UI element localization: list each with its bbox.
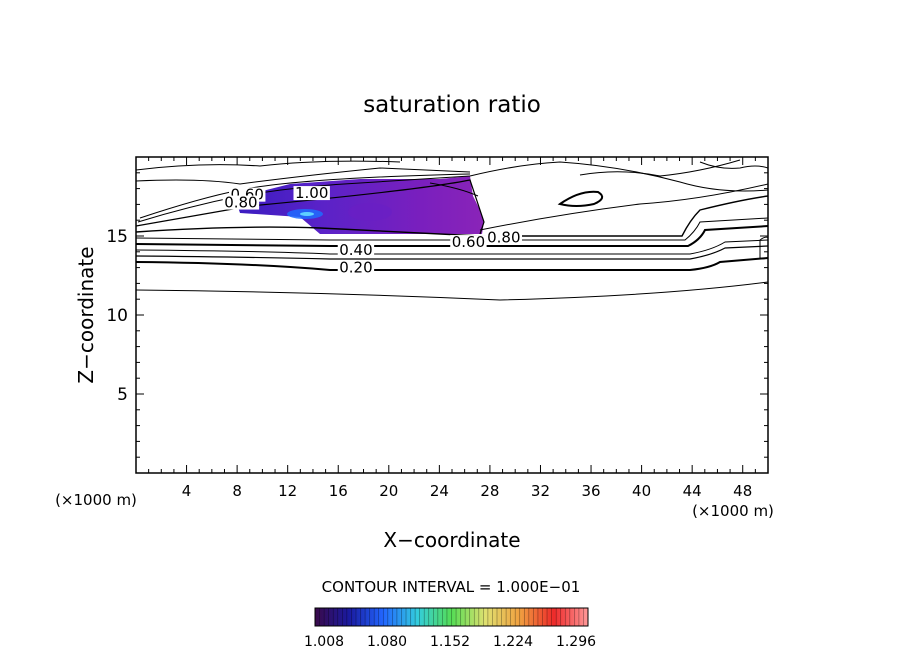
- y-axis-label: Z−coordinate: [74, 246, 98, 383]
- colorbar: [314, 607, 589, 627]
- contour-label-bg: [293, 186, 330, 201]
- colorbar-tick-label: 1.080: [367, 634, 407, 650]
- y-tick-label: 5: [117, 385, 128, 405]
- contour-interval-text: CONTOUR INTERVAL = 1.000E−01: [322, 578, 581, 596]
- x-tick-label: 20: [379, 482, 398, 500]
- chart-title: saturation ratio: [363, 92, 541, 118]
- x-tick-label: 44: [683, 482, 702, 500]
- contour-label-bg: [337, 260, 375, 275]
- contour-label: 0.80: [487, 228, 520, 246]
- x-tick-label: 48: [733, 482, 752, 500]
- contour-labels: 0.600.801.000.400.200.60 0.80: [222, 184, 523, 276]
- x-tick-label: 32: [531, 482, 550, 500]
- colorbar-tick-label: 1.224: [493, 634, 533, 650]
- x-axis-label: X−coordinate: [383, 528, 520, 552]
- contour-label: 1.00: [295, 184, 328, 202]
- x-tick-label: 4: [182, 482, 192, 500]
- y-tick-labels: 5 10 15: [106, 227, 128, 405]
- contour-label-bg: [450, 235, 487, 250]
- x-tick-label: 8: [232, 482, 242, 500]
- colorbar-tick-label: 1.152: [430, 634, 470, 650]
- colorbar-tick-labels: 1.008 1.080 1.152 1.224 1.296: [304, 634, 596, 650]
- contour-label: 0.20: [339, 258, 372, 276]
- x-tick-labels: 4 8 12 16 20 24 28 32 36 40 44 48: [182, 482, 752, 500]
- x-tick-label: 36: [581, 482, 600, 500]
- contour-label-bg: [222, 195, 260, 210]
- x-tick-label: 40: [632, 482, 651, 500]
- x-axis-unit-left: (×1000 m): [55, 491, 137, 509]
- y-tick-label: 10: [106, 306, 128, 326]
- x-tick-label: 16: [329, 482, 348, 500]
- contour-label: 0.60: [452, 233, 485, 251]
- contour-label: 0.40: [339, 241, 372, 259]
- x-tick-label: 12: [278, 482, 297, 500]
- contour-label-bg: [337, 242, 375, 257]
- colorbar-tick-label: 1.008: [304, 634, 344, 650]
- y-tick-label: 15: [106, 227, 128, 247]
- x-tick-label: 28: [480, 482, 499, 500]
- contour-lines: [136, 159, 768, 301]
- colorbar-tick-label: 1.296: [556, 634, 596, 650]
- contour-label-bg: [485, 230, 523, 245]
- x-axis-unit-right: (×1000 m): [692, 502, 774, 520]
- colorbar-stripes: [319, 608, 584, 626]
- tick-marks: [136, 157, 768, 473]
- contour-label: 0.80: [224, 194, 257, 212]
- x-tick-label: 24: [430, 482, 449, 500]
